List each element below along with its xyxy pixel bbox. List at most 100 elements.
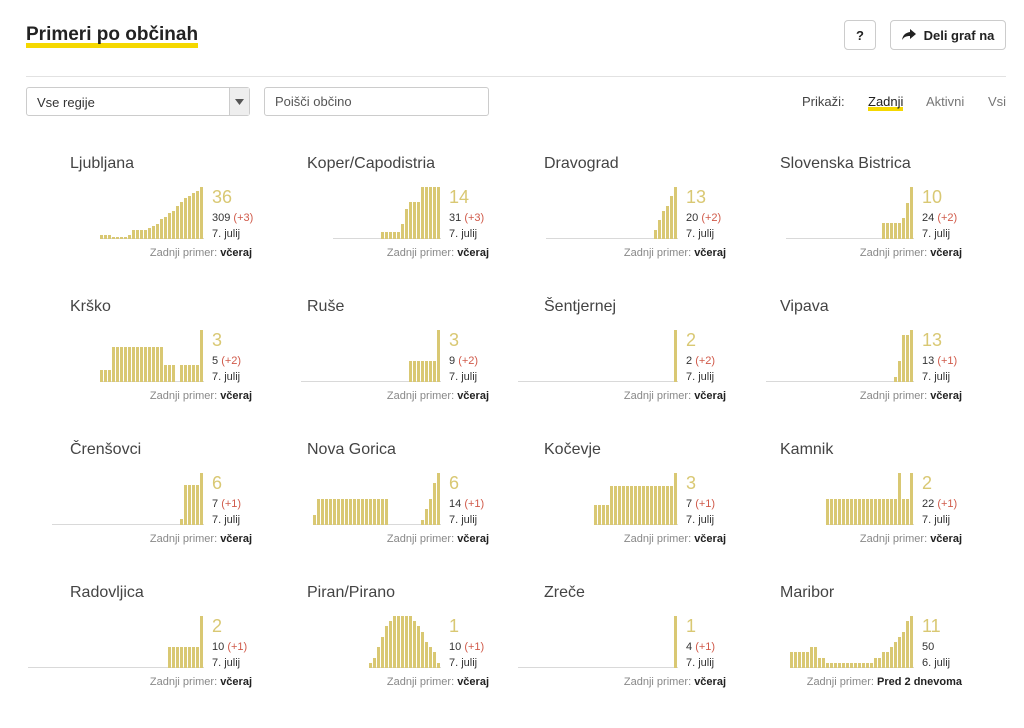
sparkline-bar bbox=[385, 232, 388, 239]
municipality-card[interactable]: Ruše 3 9 (+2) 7. julij Zadnji primer: včeraj bbox=[299, 298, 529, 438]
active-cases-count: 14 bbox=[449, 187, 470, 207]
sparkline-bar bbox=[425, 361, 428, 382]
total-cases-delta: (+3) bbox=[464, 212, 485, 224]
divider bbox=[26, 76, 1006, 77]
total-cases-delta: (+1) bbox=[695, 498, 716, 510]
filter-zadnji[interactable]: Zadnji bbox=[868, 94, 904, 111]
municipality-card[interactable]: Vipava 13 13 (+1) 7. julij Zadnji primer: vč… bbox=[766, 298, 1002, 438]
sparkline-bar bbox=[674, 187, 677, 239]
municipality-card[interactable]: Krško 3 5 (+2) 7. julij Zadnji primer: včera… bbox=[62, 298, 292, 438]
sparkline-bar bbox=[200, 330, 203, 382]
share-arrow-icon bbox=[901, 29, 916, 40]
sparkline-bar bbox=[878, 658, 881, 668]
sparkline-baseline bbox=[301, 381, 441, 382]
sparkline-bar bbox=[654, 486, 657, 525]
sparkline-bar bbox=[116, 237, 119, 239]
share-button[interactable]: Deli graf na bbox=[890, 20, 1006, 50]
total-cases: 22 (+1) bbox=[922, 498, 957, 510]
last-case-info: Zadnji primer: Pred 2 dnevoma bbox=[772, 676, 962, 688]
total-cases: 5 (+2) bbox=[212, 355, 241, 367]
sparkline-bar bbox=[882, 652, 885, 668]
last-case-value: včeraj bbox=[930, 390, 962, 402]
sparkline-bar bbox=[838, 499, 841, 525]
sparkline-bar bbox=[405, 616, 408, 668]
sparkline-bar bbox=[176, 206, 179, 239]
total-cases-value: 2 bbox=[686, 355, 693, 367]
total-cases: 50 bbox=[922, 641, 934, 653]
last-case-label: Zadnji primer: bbox=[806, 676, 878, 688]
sparkline-bar bbox=[658, 486, 661, 525]
municipality-card[interactable]: Slovenska Bistrica 10 24 (+2) 7. julij Zadnj… bbox=[772, 155, 1002, 295]
sparkline-bar bbox=[842, 499, 845, 525]
municipality-card[interactable]: Črenšovci 6 7 (+1) 7. julij Zadnji primer: v… bbox=[52, 441, 292, 581]
last-case-label: Zadnji primer: bbox=[149, 390, 221, 402]
total-cases-delta: (+2) bbox=[701, 212, 722, 224]
last-case-info: Zadnji primer: včeraj bbox=[772, 247, 962, 259]
last-case-value: včeraj bbox=[220, 533, 252, 545]
total-cases-delta: (+2) bbox=[695, 355, 716, 367]
municipality-card[interactable]: Piran/Pirano 1 10 (+1) 7. julij Zadnji prime… bbox=[299, 584, 529, 724]
filter-vsi[interactable]: Vsi bbox=[988, 94, 1007, 109]
total-cases-value: 24 bbox=[922, 212, 935, 224]
sparkline-bar bbox=[437, 330, 440, 382]
municipality-name: Vipava bbox=[780, 298, 829, 315]
sparkline-chart bbox=[826, 473, 914, 525]
municipality-card[interactable]: Dravograd 13 20 (+2) 7. julij Zadnji primer:… bbox=[536, 155, 766, 295]
municipality-card[interactable]: Kočevje 3 7 (+1) 7. julij Zadnji primer: vče… bbox=[536, 441, 766, 581]
sparkline-bar bbox=[674, 616, 677, 668]
municipality-card[interactable]: Ljubljana 36 309 (+3) 7. julij Zadnji primer… bbox=[62, 155, 292, 295]
sparkline-bar bbox=[156, 347, 159, 382]
sparkline-bar bbox=[168, 213, 171, 239]
municipality-card[interactable]: Šentjernej 2 2 (+2) 7. julij Zadnji primer: … bbox=[518, 298, 766, 438]
filter-aktivni[interactable]: Aktivni bbox=[926, 94, 965, 109]
municipality-card[interactable]: Zreče 1 4 (+1) 7. julij Zadnji primer: včera… bbox=[518, 584, 766, 724]
sparkline-bar bbox=[172, 647, 175, 668]
sparkline-chart bbox=[594, 473, 678, 525]
last-case-label: Zadnji primer: bbox=[386, 533, 458, 545]
sparkline-bar bbox=[437, 663, 440, 668]
sparkline-bar bbox=[164, 217, 167, 239]
search-input[interactable] bbox=[264, 87, 489, 116]
sparkline-bar bbox=[200, 473, 203, 525]
last-case-value: včeraj bbox=[930, 533, 962, 545]
sparkline-bar bbox=[100, 370, 103, 382]
total-cases: 31 (+3) bbox=[449, 212, 484, 224]
help-button[interactable]: ? bbox=[844, 20, 876, 50]
municipality-card[interactable]: Kamnik 2 22 (+1) 7. julij Zadnji primer: vče… bbox=[772, 441, 1002, 581]
total-cases-value: 309 bbox=[212, 212, 231, 224]
last-case-info: Zadnji primer: včeraj bbox=[62, 247, 252, 259]
active-cases-count: 2 bbox=[922, 473, 933, 493]
sparkline-bar bbox=[132, 347, 135, 382]
sparkline-bar bbox=[369, 663, 372, 668]
sparkline-bar bbox=[886, 223, 889, 239]
sparkline-bar bbox=[822, 658, 825, 668]
total-cases-delta: (+1) bbox=[464, 641, 485, 653]
last-update-date: 7. julij bbox=[212, 657, 241, 669]
sparkline-bar bbox=[160, 347, 163, 382]
sparkline-bar bbox=[192, 485, 195, 525]
municipality-card[interactable]: Nova Gorica 6 14 (+1) 7. julij Zadnji primer… bbox=[299, 441, 529, 581]
last-case-info: Zadnji primer: včeraj bbox=[299, 533, 489, 545]
last-update-date: 7. julij bbox=[922, 228, 951, 240]
municipality-card[interactable]: Maribor 11 50 6. julij Zadnji primer: Pred 2… bbox=[772, 584, 1002, 724]
sparkline-baseline bbox=[546, 238, 678, 239]
sparkline-bar bbox=[618, 486, 621, 525]
municipality-card[interactable]: Koper/Capodistria 14 31 (+3) 7. julij Zadnji… bbox=[299, 155, 529, 295]
sparkline-bar bbox=[421, 361, 424, 382]
sparkline-bar bbox=[814, 647, 817, 668]
last-case-value: včeraj bbox=[457, 247, 489, 259]
sparkline-bar bbox=[886, 652, 889, 668]
last-case-info: Zadnji primer: včeraj bbox=[62, 390, 252, 402]
sparkline-bar bbox=[910, 330, 913, 382]
sparkline-bar bbox=[184, 647, 187, 668]
sparkline-bar bbox=[397, 232, 400, 239]
sparkline-bar bbox=[148, 347, 151, 382]
last-update-date: 7. julij bbox=[922, 371, 951, 383]
region-select[interactable]: Vse regije bbox=[26, 87, 250, 116]
municipality-card[interactable]: Radovljica 2 10 (+1) 7. julij Zadnji primer:… bbox=[28, 584, 292, 724]
last-case-value: včeraj bbox=[457, 390, 489, 402]
total-cases-delta: (+2) bbox=[458, 355, 479, 367]
active-cases-count: 11 bbox=[922, 616, 941, 636]
sparkline-bar bbox=[425, 509, 428, 525]
last-case-value: včeraj bbox=[220, 390, 252, 402]
